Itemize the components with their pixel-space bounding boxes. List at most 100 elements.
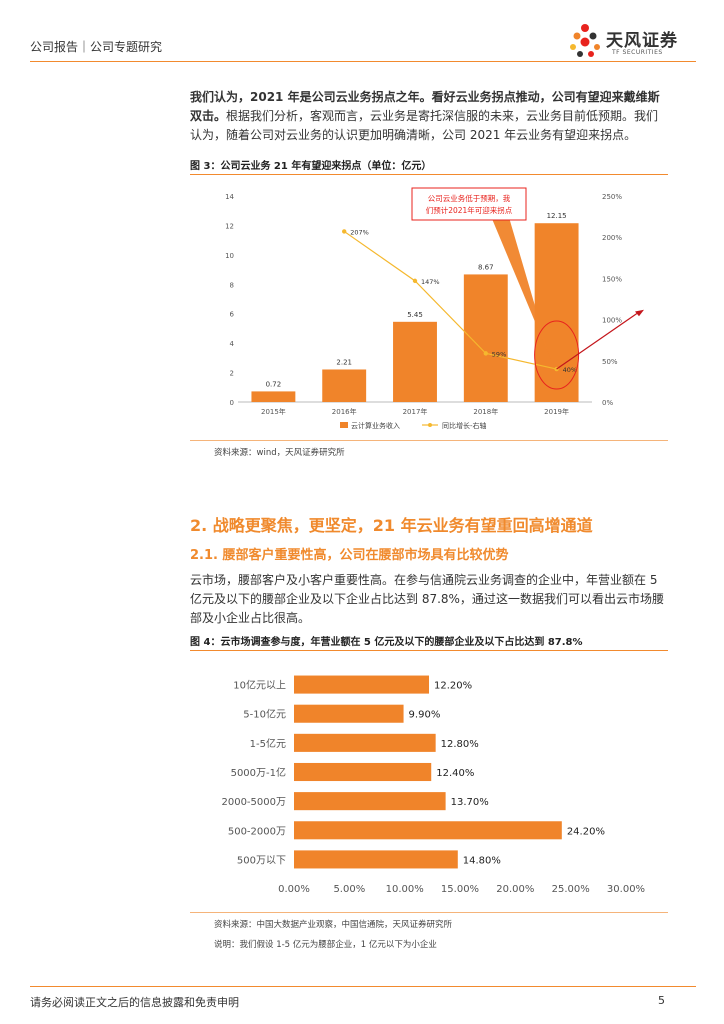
x-tick-label: 20.00% (496, 884, 534, 895)
trend-arrow-head (635, 309, 644, 317)
bar-revenue (322, 369, 367, 402)
logo-text-cn: 天风证券 (606, 31, 678, 51)
legend-label: 同比增长-右轴 (442, 421, 487, 430)
legend-label: 云计算业务收入 (351, 421, 400, 430)
bar-value-label: 2.21 (336, 358, 352, 366)
bar-revenue (251, 391, 296, 402)
growth-label: 59% (492, 350, 506, 358)
figure3-source: 资料来源：wind，天风证券研究所 (214, 448, 345, 458)
report-type: 公司报告｜公司专题研究 (30, 40, 163, 54)
x-tick-label: 15.00% (441, 884, 479, 895)
page-number: 5 (658, 994, 665, 1007)
hbar-value-label: 13.70% (451, 797, 489, 808)
highlight-ellipse (534, 320, 580, 390)
intro-lead: 我们认为，2021 年是公司云业务拐点之年。看好云业务拐点推动，公司有望迎来戴维… (190, 90, 660, 123)
y-left-tick: 8 (230, 281, 234, 289)
hbar-value-label: 14.80% (463, 855, 501, 866)
y-left-tick: 4 (230, 340, 235, 348)
y-left-tick: 0 (230, 399, 234, 407)
x-tick-label: 0.00% (278, 884, 310, 895)
tf-logo-mark-icon (570, 24, 600, 57)
x-tick-label: 2017年 (403, 407, 428, 416)
figure4-source: 资料来源：中国大数据产业观察，中国信通院，天风证券研究所 (214, 920, 453, 930)
figure4-title: 图 4：云市场调查参与度，年营业额在 5 亿元及以下的腰部企业及以下占比达到 8… (190, 637, 583, 648)
y-left-tick: 10 (225, 252, 234, 260)
trend-arrow (556, 310, 641, 370)
growth-label: 40% (563, 366, 577, 374)
hbar-value-label: 12.80% (441, 739, 479, 750)
bar-revenue (393, 321, 437, 402)
y-left-tick: 12 (225, 222, 234, 230)
bar-revenue (534, 223, 579, 402)
footer-disclaimer: 请务必阅读正文之后的信息披露和免责申明 (30, 996, 239, 1009)
figure3-title: 图 3：公司云业务 21 年有望迎来拐点（单位：亿元） (190, 161, 432, 172)
section-heading: 2. 战略更聚焦，更坚定，21 年云业务有望重回高增通道 (190, 516, 593, 535)
category-label: 500万以下 (237, 855, 286, 866)
growth-label: 147% (421, 278, 440, 286)
logo-text-en: TF SECURITIES (612, 49, 663, 56)
category-label: 500-2000万 (228, 826, 286, 837)
intro-rest: 根据我们分析，客观而言，云业务是寄托深信服的未来，云业务目前低预期。我们认为，随… (190, 109, 659, 142)
x-tick-label: 2016年 (332, 407, 357, 416)
hbar (294, 733, 436, 752)
x-tick-label: 5.00% (333, 884, 365, 895)
x-tick-label: 2019年 (544, 407, 569, 416)
legend-swatch-bar (340, 422, 348, 428)
figure3-chart: 0 2 4 6 8 10 12 14 0% 50% 100% 150% 200% 250% 0.72 2.21… (225, 187, 644, 430)
bar-value-label: 0.72 (266, 380, 282, 388)
section-paragraph: 云市场，腰部客户及小客户重要性高。在参与信通院云业务调查的企业中，年营业额在 5… (190, 573, 664, 625)
growth-label: 207% (350, 228, 369, 236)
figure4-top-rule (190, 650, 668, 651)
header-divider (30, 61, 696, 62)
callout-text: 公司云业务低于预期，我 (428, 193, 511, 203)
hbar-value-label: 9.90% (409, 710, 441, 721)
x-tick-label: 30.00% (607, 884, 645, 895)
company-logo: 天风证券 TF SECURITIES (566, 20, 706, 62)
growth-point (412, 278, 418, 284)
figure4-note: 说明：我们假设 1-5 亿元为腰部企业，1 亿元以下为小企业 (214, 940, 437, 950)
bar-value-label: 5.45 (407, 311, 423, 319)
y-right-tick: 0% (602, 399, 613, 407)
hbar (294, 704, 404, 723)
category-label: 5-10亿元 (243, 708, 286, 721)
y-right-tick: 100% (602, 317, 622, 325)
figure4-bottom-rule (190, 912, 668, 913)
y-left-tick: 2 (230, 370, 234, 378)
growth-point (483, 351, 488, 356)
x-tick-label: 2015年 (261, 407, 286, 416)
hbar (294, 821, 562, 840)
figure4-chart: 12.20% 10亿元以上 9.90% 5-10亿元 12.80% 1-5亿元 12.40%… (221, 675, 645, 895)
hbar-value-label: 12.40% (436, 768, 474, 779)
hbar (294, 762, 432, 782)
hbar (294, 675, 430, 694)
bar-value-label: 8.67 (478, 263, 494, 271)
category-label: 2000-5000万 (221, 797, 286, 808)
footer-divider (30, 986, 696, 987)
y-right-tick: 50% (602, 358, 618, 366)
y-left-tick: 6 (230, 311, 235, 319)
x-tick-label: 2018年 (473, 407, 498, 416)
y-right-tick: 250% (602, 193, 622, 201)
growth-line (343, 230, 557, 370)
hbar-value-label: 24.20% (567, 826, 605, 837)
y-right-tick: 150% (602, 275, 622, 283)
category-label: 10亿元以上 (233, 679, 286, 692)
y-right-tick: 200% (602, 234, 622, 242)
category-label: 5000万-1亿 (231, 766, 286, 779)
x-tick-label: 25.00% (552, 884, 590, 895)
bar-value-label: 12.15 (547, 212, 567, 220)
hbar (294, 792, 446, 811)
callout-box (411, 187, 527, 221)
subsection-heading: 2.1. 腰部客户重要性高，公司在腰部市场具有比较优势 (190, 548, 509, 563)
hbar-value-label: 12.20% (434, 681, 472, 692)
intro-paragraph: 我们认为，2021 年是公司云业务拐点之年。看好云业务拐点推动，公司有望迎来戴维… (190, 88, 668, 145)
callout-text: 们预计2021年可迎来拐点 (426, 205, 513, 215)
figure3-bottom-rule (190, 440, 668, 441)
y-left-tick: 14 (225, 193, 234, 201)
hbar (294, 850, 458, 869)
legend-swatch-marker (428, 423, 432, 427)
x-tick-label: 10.00% (386, 884, 424, 895)
category-label: 1-5亿元 (250, 737, 286, 750)
figure3-top-rule (190, 174, 668, 175)
growth-point (342, 229, 347, 234)
